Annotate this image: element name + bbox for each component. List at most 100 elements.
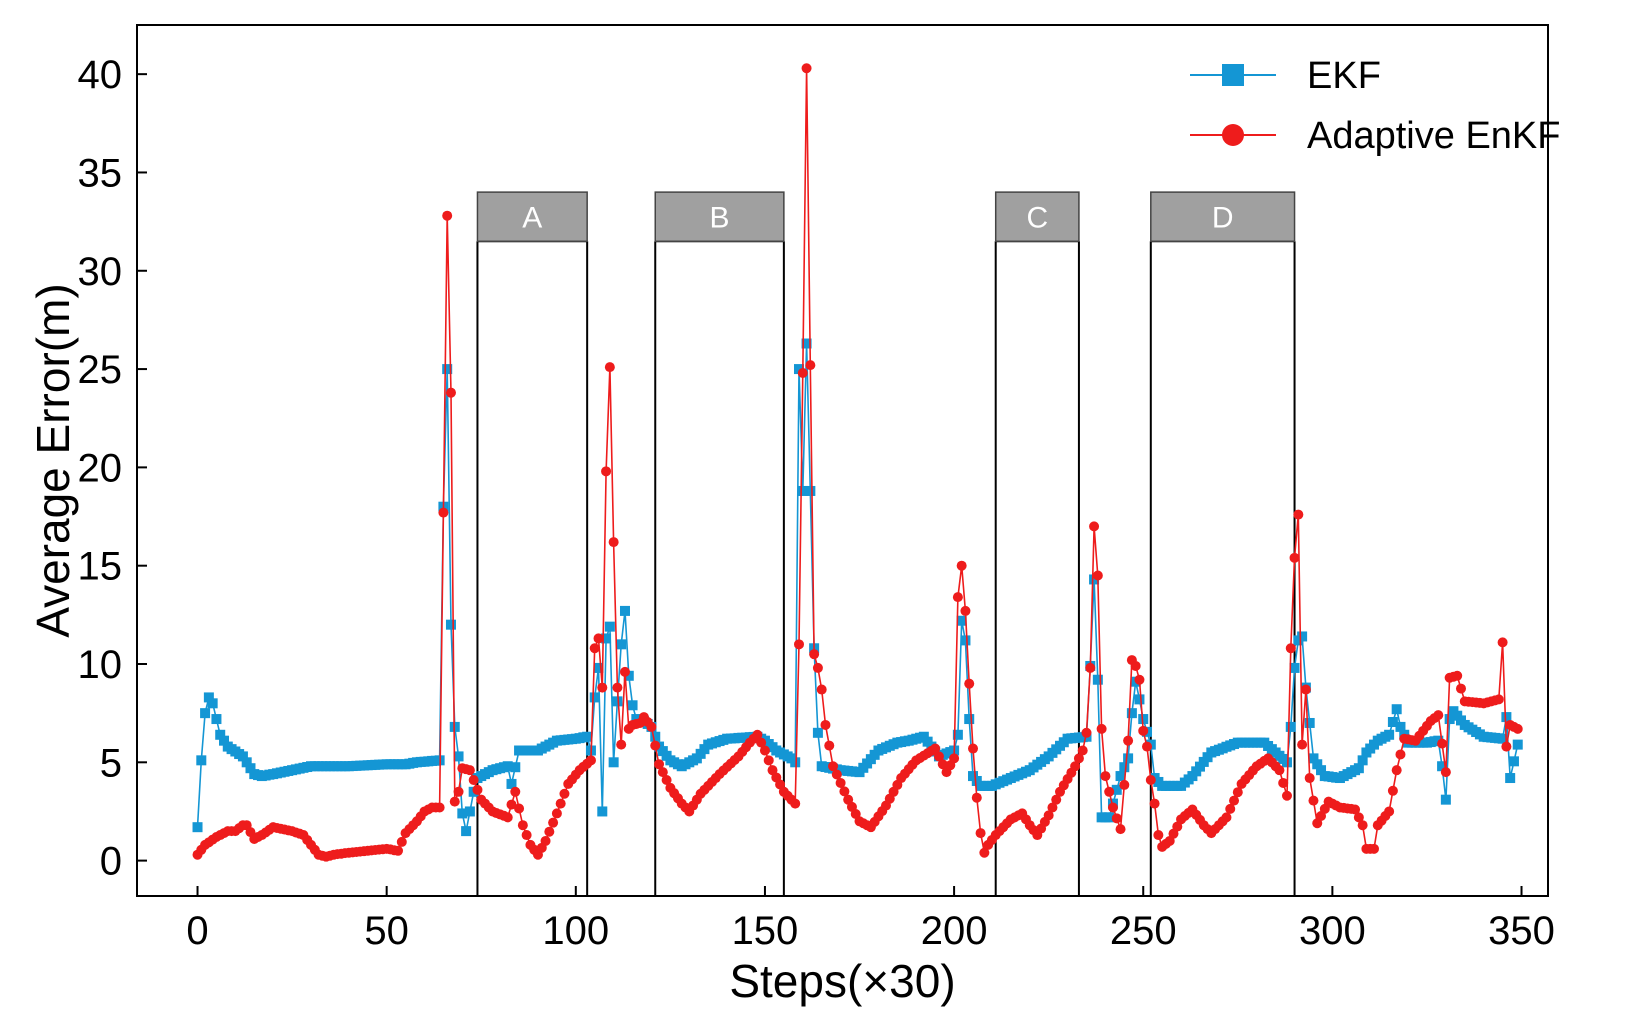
adaptive-enkf-point <box>449 796 460 807</box>
ekf-point <box>601 633 612 644</box>
plot-frame <box>136 24 1549 897</box>
adaptive-enkf-point <box>619 666 630 677</box>
adaptive-enkf-point <box>964 678 975 689</box>
y-tick-label: 35 <box>78 151 123 195</box>
ekf-point <box>623 670 634 681</box>
ekf-point <box>237 751 248 762</box>
axis-ticks: 0 50 100 150 200 250 300 350 0 5 10 15 20 25 30 35 40 <box>78 53 1555 953</box>
ekf-point <box>461 826 472 837</box>
y-tick-label: 30 <box>78 250 123 294</box>
ekf-point <box>1281 757 1292 768</box>
adaptive-enkf-point <box>1145 774 1156 785</box>
ekf-point <box>582 731 593 742</box>
adaptive-enkf-point <box>1440 767 1451 778</box>
adaptive-enkf-point <box>1225 803 1236 814</box>
ekf-point <box>1395 721 1406 732</box>
ekf-point <box>612 696 623 707</box>
adaptive-enkf-point <box>1455 683 1466 694</box>
ekf-point <box>1384 729 1395 740</box>
adaptive-enkf-point <box>1357 820 1368 831</box>
adaptive-enkf-point <box>1051 794 1062 805</box>
adaptive-enkf-point <box>510 786 521 797</box>
legend-adaptive-enkf-marker <box>1222 124 1244 146</box>
adaptive-enkf-point <box>979 847 990 858</box>
ekf-point <box>1497 733 1508 744</box>
adaptive-enkf-point <box>608 537 619 548</box>
adaptive-enkf-point <box>1368 843 1379 854</box>
x-tick-label: 100 <box>542 909 609 953</box>
ekf-point <box>1304 717 1315 728</box>
ekf-point <box>1111 784 1122 795</box>
adaptive-enkf-point <box>801 63 812 74</box>
adaptive-enkf-point <box>1073 753 1084 764</box>
adaptive-enkf-point <box>540 835 551 846</box>
adaptive-enkf-point <box>393 845 404 856</box>
adaptive-enkf-point <box>1437 738 1448 749</box>
adaptive-enkf-point <box>1387 785 1398 796</box>
adaptive-enkf-point <box>616 739 627 750</box>
adaptive-enkf-point <box>1384 806 1395 817</box>
y-tick-label: 40 <box>78 53 123 97</box>
ekf-point <box>219 735 230 746</box>
adaptive-enkf-point <box>790 798 801 809</box>
adaptive-enkf-point <box>1149 798 1160 809</box>
adaptive-enkf-point <box>650 740 661 751</box>
ekf-point <box>960 635 971 646</box>
ekf-point <box>627 700 638 711</box>
adaptive-enkf-point <box>1229 795 1240 806</box>
adaptive-enkf-point <box>601 466 612 477</box>
ekf-point <box>616 639 627 650</box>
adaptive-enkf-point <box>1391 765 1402 776</box>
ekf-point <box>502 761 513 772</box>
adaptive-enkf-point <box>1085 662 1096 673</box>
ekf-point <box>805 485 816 496</box>
adaptive-enkf-point <box>820 719 831 730</box>
ekf-point <box>196 755 207 766</box>
ekf-point <box>589 692 600 703</box>
adaptive-enkf-point <box>593 633 604 644</box>
adaptive-enkf-point <box>1138 725 1149 736</box>
region-a-label-box <box>476 191 588 243</box>
adaptive-enkf-point <box>968 743 979 754</box>
ekf-point <box>1437 761 1448 772</box>
ekf-point <box>510 762 521 773</box>
adaptive-enkf-point <box>1350 804 1361 815</box>
adaptive-enkf-point <box>506 799 517 810</box>
adaptive-enkf-point <box>1297 739 1308 750</box>
adaptive-enkf-point <box>597 682 608 693</box>
adaptive-enkf-point <box>812 662 823 673</box>
adaptive-enkf-point <box>438 507 449 518</box>
x-tick-label: 200 <box>921 909 988 953</box>
region-d-label-box <box>1150 191 1296 243</box>
adaptive-enkf-point <box>1493 694 1504 705</box>
ekf-point <box>1353 763 1364 774</box>
adaptive-enkf-point <box>816 684 827 695</box>
ekf-point <box>453 751 464 762</box>
ekf-point <box>1104 812 1115 823</box>
x-tick-label: 300 <box>1299 909 1366 953</box>
adaptive-enkf-point <box>646 721 657 732</box>
adaptive-enkf-point <box>824 740 835 751</box>
ekf-point <box>1138 714 1149 725</box>
ekf-point <box>203 692 214 703</box>
adaptive-enkf-point <box>604 362 615 373</box>
ekf-point <box>1391 704 1402 715</box>
adaptive-enkf-point <box>1221 812 1232 823</box>
y-tick-label: 10 <box>78 643 123 687</box>
adaptive-enkf-point <box>1452 670 1463 681</box>
adaptive-enkf-point <box>1274 765 1285 776</box>
adaptive-enkf-point <box>1119 779 1130 790</box>
adaptive-enkf-point <box>544 826 555 837</box>
region-b-label-box <box>654 191 785 243</box>
adaptive-enkf-point <box>828 761 839 772</box>
adaptive-enkf-point <box>612 682 623 693</box>
ekf-point <box>812 727 823 738</box>
ekf-point <box>1308 753 1319 764</box>
adaptive-enkf-point <box>1096 723 1107 734</box>
legend-ekf-marker <box>1222 64 1244 86</box>
adaptive-enkf-point <box>1134 674 1145 685</box>
adaptive-enkf-point <box>1353 812 1364 823</box>
y-tick-label: 5 <box>100 741 122 785</box>
